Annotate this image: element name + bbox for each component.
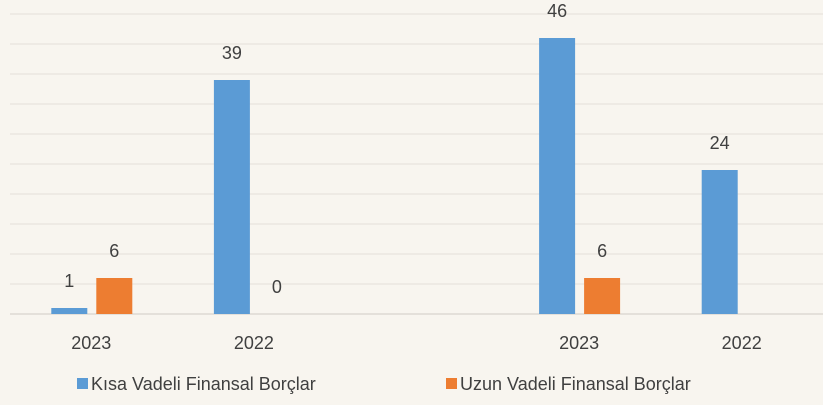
bar	[51, 308, 88, 314]
bar	[96, 278, 133, 314]
value-label: 0	[272, 277, 282, 297]
value-label: 1	[64, 271, 74, 291]
legend-label: Kısa Vadeli Finansal Borçlar	[91, 374, 316, 394]
x-tick-label: 2022	[722, 333, 762, 353]
x-tick-label: 2022	[234, 333, 274, 353]
value-label: 24	[710, 133, 730, 153]
x-tick-label: 2023	[559, 333, 599, 353]
legend-swatch	[446, 378, 457, 389]
value-label: 46	[547, 1, 567, 21]
value-label: 39	[222, 43, 242, 63]
x-tick-label: 2023	[71, 333, 111, 353]
value-label: 6	[597, 241, 607, 261]
value-label: 6	[109, 241, 119, 261]
bar	[539, 38, 576, 314]
bar	[584, 278, 621, 314]
bar	[213, 80, 250, 314]
legend-swatch	[77, 378, 88, 389]
bar	[701, 170, 738, 314]
legend-label: Uzun Vadeli Finansal Borçlar	[460, 374, 691, 394]
